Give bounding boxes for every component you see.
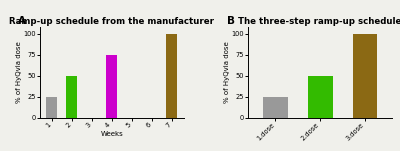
Text: A: A xyxy=(18,16,26,26)
Bar xyxy=(308,76,332,118)
Y-axis label: % of HyQvia dose: % of HyQvia dose xyxy=(16,42,22,103)
Y-axis label: % of HyQvia dose: % of HyQvia dose xyxy=(224,42,230,103)
Bar xyxy=(166,34,177,118)
Bar xyxy=(353,34,378,118)
X-axis label: Weeks: Weeks xyxy=(100,131,123,137)
Title: The three-step ramp-up schedule: The three-step ramp-up schedule xyxy=(238,17,400,26)
Bar xyxy=(46,97,58,118)
Bar xyxy=(263,97,288,118)
Bar xyxy=(106,55,117,118)
Text: B: B xyxy=(227,16,235,26)
Title: Ramp-up schedule from the manufacturer: Ramp-up schedule from the manufacturer xyxy=(9,17,214,26)
Bar xyxy=(66,76,78,118)
